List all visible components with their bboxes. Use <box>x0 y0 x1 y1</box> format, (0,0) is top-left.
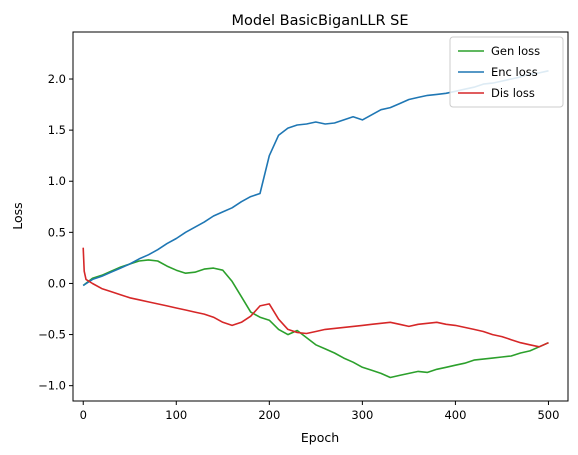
legend-label: Gen loss <box>491 44 540 58</box>
series-line-gen-loss <box>82 259 549 379</box>
y-tick-label: 1.5 <box>48 123 66 137</box>
x-tick-label: 0 <box>80 408 87 422</box>
x-tick-label: 500 <box>537 408 559 422</box>
y-tick-label: 0.5 <box>48 225 66 239</box>
x-axis-label: Epoch <box>301 430 339 445</box>
chart-title: Model BasicBiganLLR SE <box>232 13 409 29</box>
legend: Gen loss Enc loss Dis loss <box>449 36 564 108</box>
y-tick-label: −1.0 <box>38 379 66 393</box>
plot-frame <box>72 31 569 402</box>
y-tick-label: 0.0 <box>48 276 66 290</box>
x-tick-label: 200 <box>258 408 280 422</box>
y-tick-label: 1.0 <box>48 174 66 188</box>
y-tick-label: −0.5 <box>38 328 66 342</box>
y-tick-label: 2.0 <box>48 72 66 86</box>
x-tick-label: 300 <box>351 408 373 422</box>
legend-label: Dis loss <box>491 86 535 100</box>
series-line-dis-loss <box>82 247 549 348</box>
legend-box <box>449 36 564 108</box>
y-axis-label: Loss <box>10 202 25 229</box>
x-tick-label: 400 <box>444 408 466 422</box>
legend-label: Enc loss <box>491 65 538 79</box>
plot-area <box>82 70 549 379</box>
x-tick-label: 100 <box>165 408 187 422</box>
